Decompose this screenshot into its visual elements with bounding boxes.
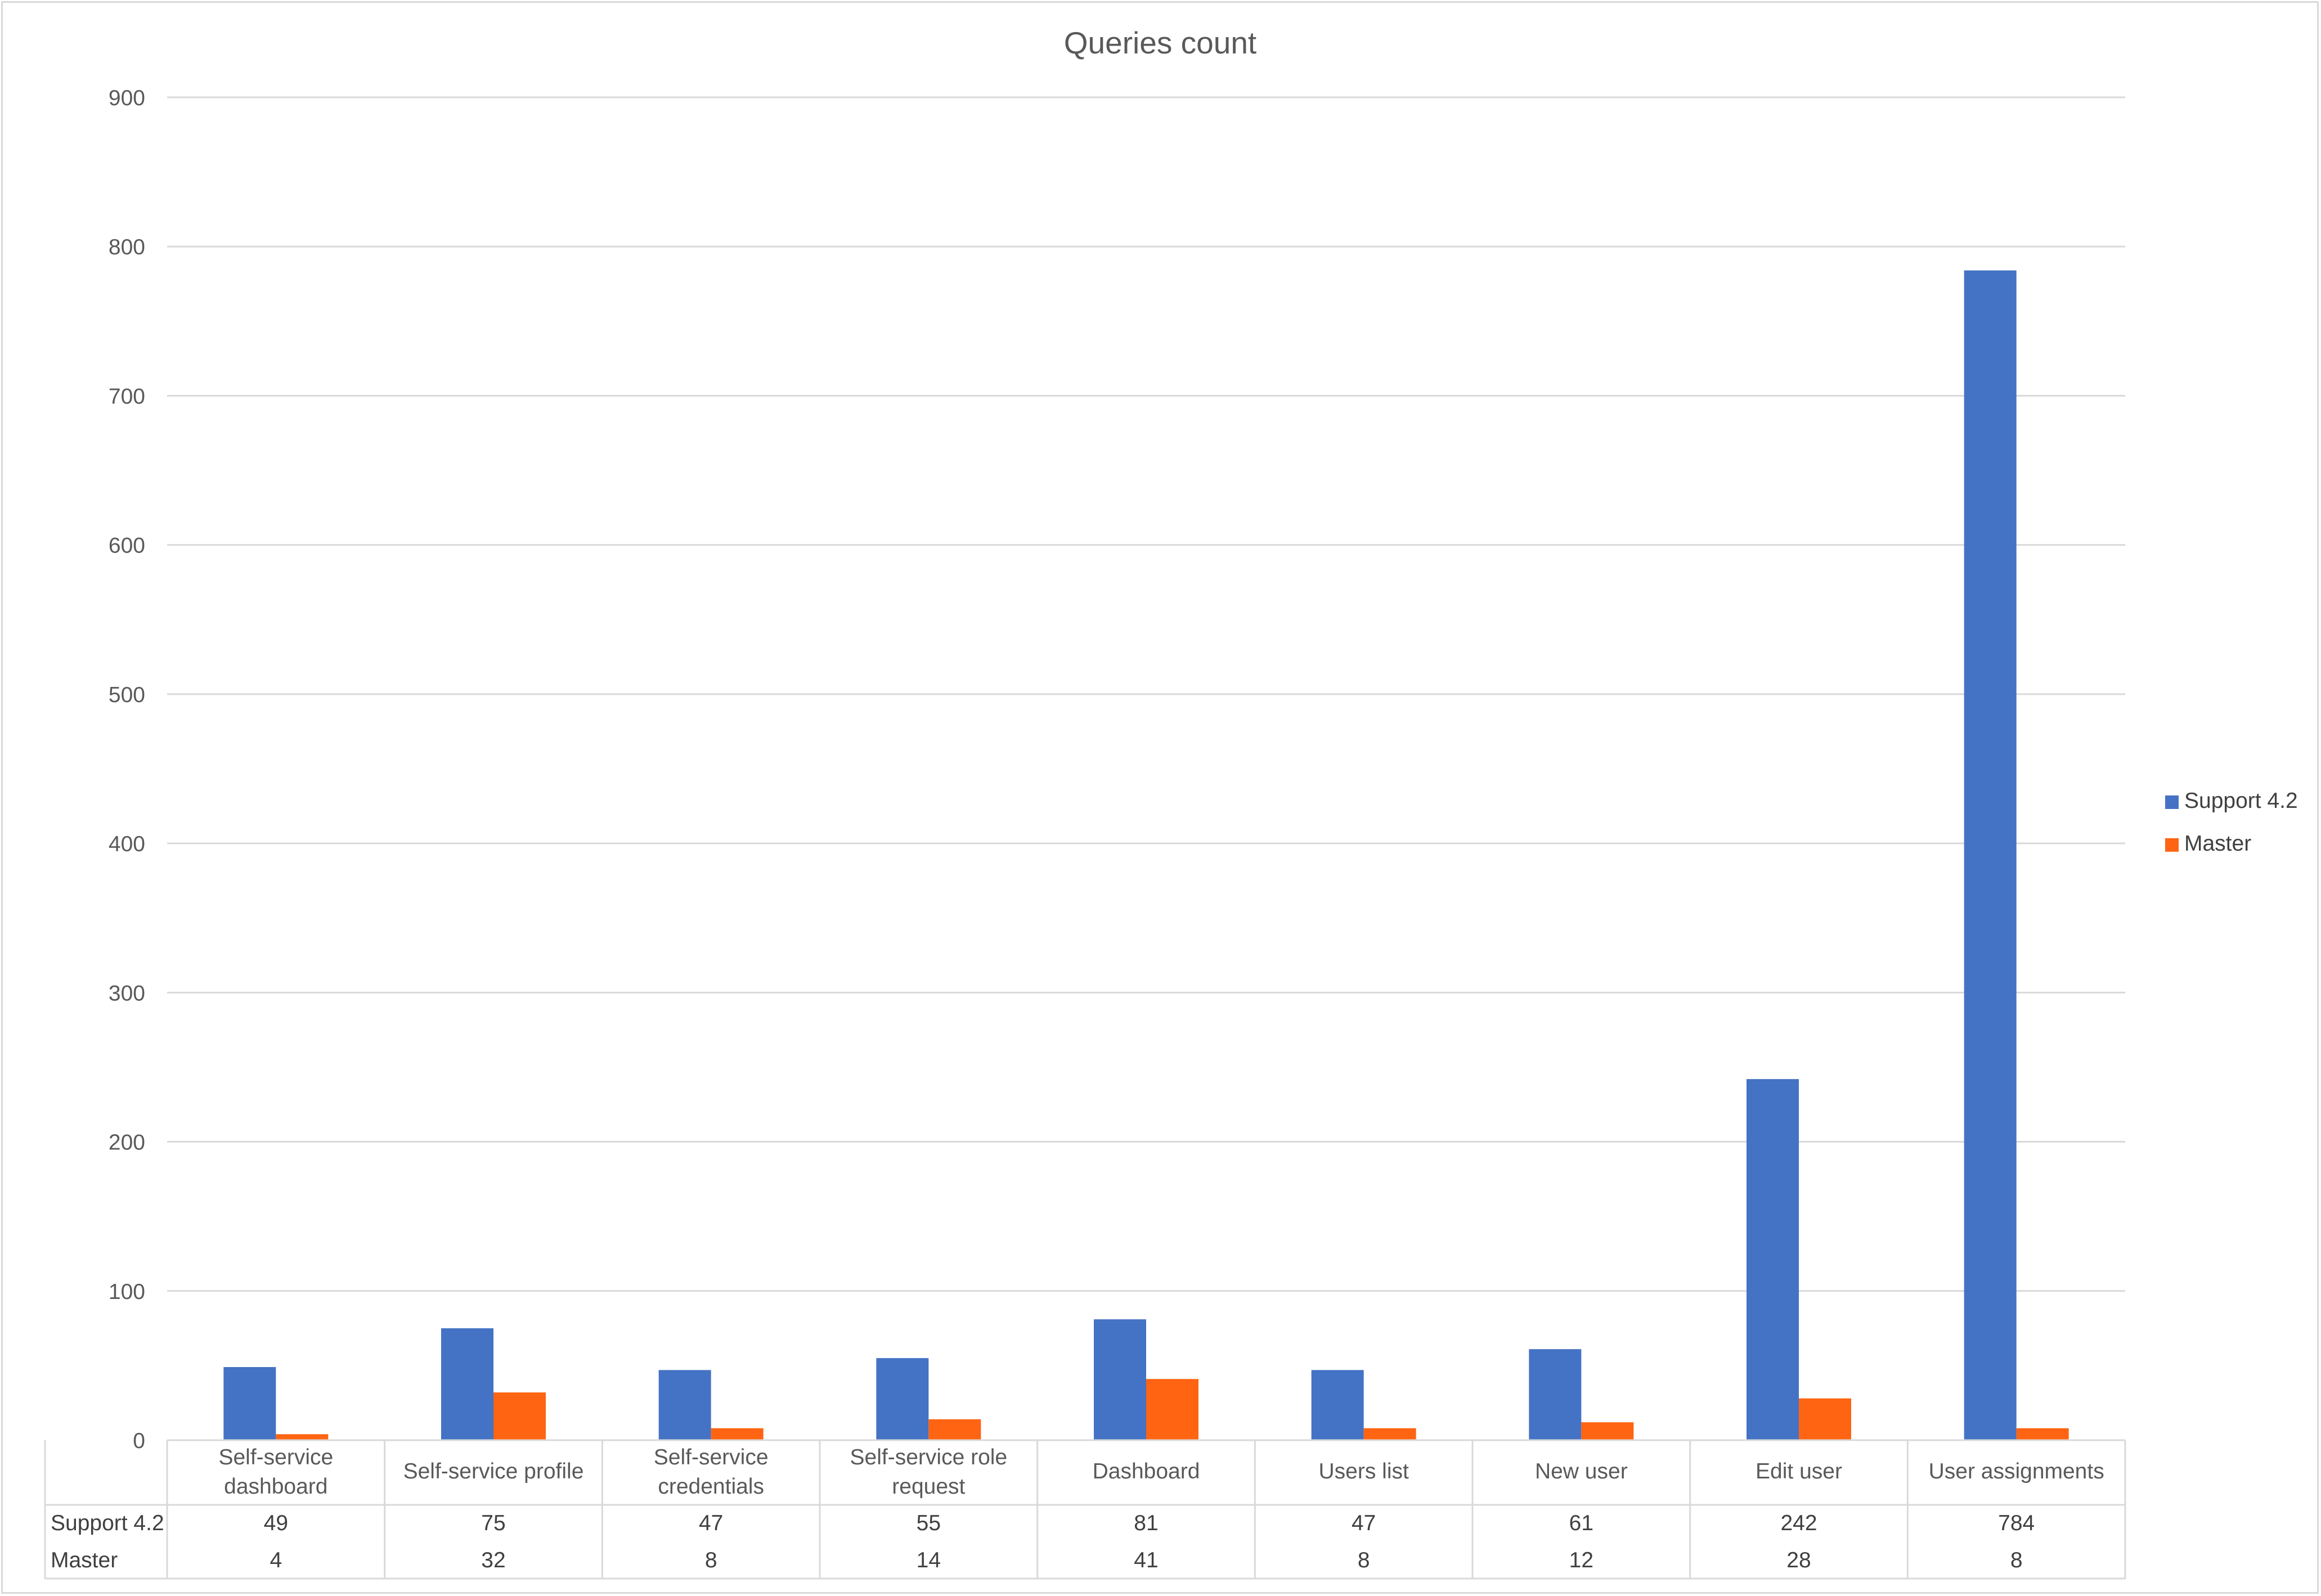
y-tick-label: 500: [109, 683, 145, 707]
table-cell-value: 81: [1134, 1511, 1158, 1535]
table-cell-value: 14: [917, 1548, 941, 1572]
table-cell-value: 8: [2010, 1548, 2023, 1572]
bar-master: [276, 1434, 329, 1440]
category-label: Self-service dashboard: [218, 1445, 333, 1499]
bar-support-4-2: [1094, 1319, 1146, 1440]
bar-support-4-2: [441, 1328, 493, 1440]
bar-master: [928, 1419, 981, 1440]
category-label: Dashboard: [1093, 1459, 1200, 1483]
legend-swatch: [2165, 838, 2179, 852]
table-cell-value: 8: [1358, 1548, 1370, 1572]
table-cell-value: 4: [270, 1548, 282, 1572]
table-row-label: Master: [51, 1548, 118, 1572]
data-table: Self-service dashboard Self-service profil…: [44, 1439, 2126, 1580]
table-cell-value: 49: [264, 1511, 288, 1535]
category-label: New user: [1535, 1459, 1628, 1483]
y-axis-ticks: 0 100 200 300 400 500 600 700 800 900: [109, 86, 145, 1453]
y-tick-label: 100: [109, 1280, 145, 1304]
bar-support-4-2: [1964, 270, 2017, 1441]
bar-master: [1799, 1398, 1851, 1440]
category-label: Self-service credentials: [654, 1445, 769, 1499]
table-cell-value: 784: [1998, 1511, 2035, 1535]
table-cell-value: 41: [1134, 1548, 1158, 1572]
category-label: User assignments: [1929, 1459, 2104, 1483]
bar-support-4-2: [876, 1358, 929, 1440]
y-tick-label: 600: [109, 534, 145, 558]
legend-label: Support 4.2: [2184, 789, 2298, 813]
y-tick-label: 800: [109, 235, 145, 259]
table-row-label: Support 4.2: [51, 1511, 164, 1535]
table-cell-value: 28: [1786, 1548, 1811, 1572]
y-tick-label: 700: [109, 384, 145, 408]
legend-swatch: [2165, 795, 2179, 809]
bar-support-4-2: [1747, 1079, 1799, 1440]
bar-support-4-2: [223, 1367, 276, 1440]
bar-support-4-2: [1311, 1370, 1364, 1440]
y-tick-label: 400: [109, 832, 145, 856]
bar-master: [1146, 1379, 1198, 1440]
table-cell-value: 47: [699, 1511, 723, 1535]
y-tick-label: 0: [133, 1429, 145, 1453]
bar-master: [2016, 1428, 2069, 1440]
table-cell-value: 8: [705, 1548, 717, 1572]
table-cell-value: 55: [917, 1511, 941, 1535]
y-tick-label: 900: [109, 86, 145, 110]
bar-support-4-2: [658, 1370, 711, 1440]
table-cell-value: 75: [481, 1511, 505, 1535]
y-tick-label: 200: [109, 1131, 145, 1155]
bar-master: [1363, 1428, 1416, 1440]
table-cell-value: 32: [481, 1548, 505, 1572]
y-tick-label: 300: [109, 981, 145, 1005]
category-label: Self-service profile: [403, 1459, 584, 1483]
table-cell-value: 61: [1569, 1511, 1593, 1535]
bar-master: [1581, 1422, 1634, 1440]
chart-title: Queries count: [1064, 25, 1256, 60]
gridlines: [167, 96, 2125, 1292]
category-label: Edit user: [1756, 1459, 1842, 1483]
table-cell-value: 12: [1569, 1548, 1593, 1572]
legend-label: Master: [2184, 831, 2251, 856]
bar-master: [493, 1392, 546, 1440]
legend: Support 4.2 Master: [2165, 789, 2298, 856]
bar-master: [711, 1428, 764, 1440]
table-cell-value: 242: [1780, 1511, 1817, 1535]
category-label: Users list: [1318, 1459, 1409, 1483]
category-label: Self-service role request: [850, 1445, 1008, 1499]
bar-support-4-2: [1529, 1349, 1582, 1440]
bars: [223, 270, 2069, 1441]
table-cell-value: 47: [1352, 1511, 1376, 1535]
